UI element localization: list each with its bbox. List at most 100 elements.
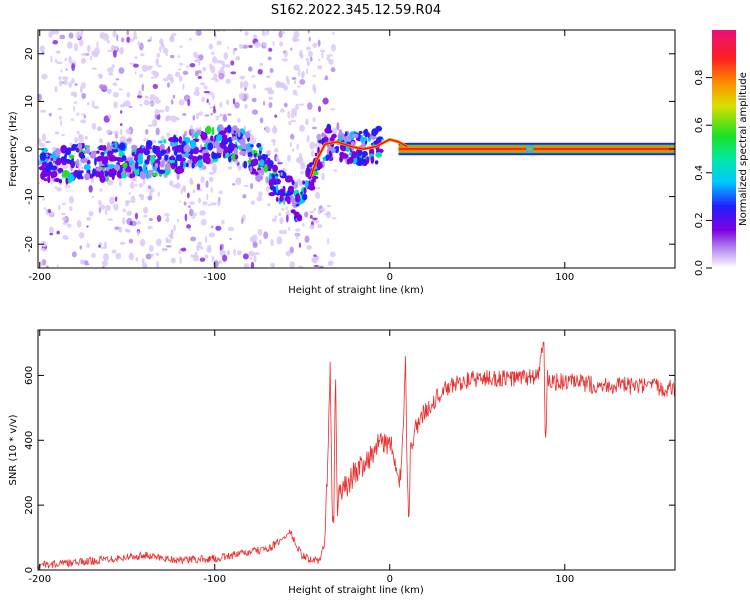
noise-speckle [198, 111, 203, 116]
spectral-blob [304, 179, 309, 189]
noise-speckle [293, 80, 297, 85]
spectral-blob [230, 143, 237, 149]
spectral-blob [179, 157, 186, 162]
noise-speckle [147, 185, 152, 190]
noise-speckle [285, 212, 290, 216]
noise-speckle [317, 224, 321, 228]
spectral-blob [374, 160, 379, 165]
noise-speckle [141, 258, 145, 265]
noise-speckle [81, 92, 87, 99]
noise-speckle [71, 63, 76, 71]
noise-speckle [312, 217, 318, 221]
noise-speckle [119, 103, 126, 108]
noise-speckle [164, 213, 170, 217]
noise-speckle [249, 236, 254, 243]
noise-speckle [164, 105, 170, 113]
spectral-blob [41, 147, 49, 153]
noise-speckle [211, 255, 215, 262]
noise-speckle [58, 76, 62, 81]
noise-speckle [274, 215, 278, 219]
noise-speckle [222, 114, 228, 122]
noise-speckle [80, 53, 87, 56]
noise-speckle [61, 212, 66, 216]
spectral-blob [215, 134, 223, 142]
spectral-blob [274, 175, 278, 180]
spectral-blob [375, 151, 383, 158]
spectral-blob [336, 121, 340, 131]
noise-speckle [296, 85, 301, 88]
spectral-blob [263, 163, 268, 173]
noise-speckle [278, 229, 285, 235]
noise-speckle [138, 73, 144, 78]
spectral-blob [301, 193, 308, 201]
noise-speckle [149, 102, 156, 106]
noise-speckle [119, 46, 124, 55]
noise-speckle [238, 164, 242, 172]
noise-speckle [64, 184, 71, 189]
noise-speckle [285, 75, 289, 82]
noise-speckle [191, 216, 196, 219]
noise-speckle [155, 238, 162, 247]
noise-speckle [113, 101, 118, 109]
spectral-blob [57, 167, 64, 173]
noise-speckle [170, 257, 176, 264]
spectral-blob [248, 156, 252, 160]
noise-speckle [143, 138, 149, 142]
noise-speckle [151, 70, 157, 75]
noise-speckle [88, 211, 94, 217]
noise-speckle [193, 254, 199, 262]
noise-speckle [91, 195, 95, 199]
noise-speckle [186, 65, 190, 68]
noise-speckle [157, 191, 160, 198]
spectral-blob [77, 142, 82, 151]
spectral-blob [81, 142, 85, 149]
spectral-blob [232, 125, 238, 131]
noise-speckle [259, 117, 264, 124]
noise-speckle [293, 64, 300, 71]
noise-speckle [165, 239, 172, 244]
noise-speckle [309, 214, 313, 219]
spectral-blob [284, 195, 291, 202]
noise-speckle [244, 103, 248, 110]
noise-speckle [270, 262, 276, 268]
noise-speckle [267, 56, 272, 61]
noise-speckle [248, 250, 255, 257]
noise-speckle [193, 51, 198, 58]
noise-speckle [122, 208, 127, 213]
y-tick-label: 600 [24, 366, 35, 385]
x-tick-label: 100 [555, 272, 574, 283]
spectral-blob [210, 135, 214, 142]
noise-speckle [330, 108, 336, 111]
noise-speckle [134, 184, 138, 187]
noise-speckle [279, 217, 284, 225]
noise-speckle [101, 260, 108, 267]
noise-speckle [267, 87, 273, 95]
spectral-blob [61, 160, 67, 166]
noise-speckle [308, 37, 311, 42]
noise-speckle [187, 99, 191, 107]
noise-speckle [173, 224, 176, 232]
spectral-blob [54, 178, 61, 183]
noise-speckle [248, 44, 253, 49]
noise-speckle [293, 38, 300, 42]
spectral-blob [375, 125, 383, 132]
spectral-blob [260, 168, 265, 176]
spectral-blob [226, 124, 232, 134]
x-tick-label: -100 [203, 574, 226, 585]
noise-speckle [192, 114, 196, 121]
noise-speckle [43, 207, 46, 211]
noise-speckle [225, 63, 231, 68]
noise-speckle [78, 232, 85, 239]
noise-speckle [107, 161, 114, 164]
noise-speckle [57, 107, 63, 111]
noise-speckle [177, 55, 180, 59]
noise-speckle [179, 62, 184, 66]
noise-speckle [170, 99, 174, 105]
noise-speckle [157, 64, 162, 68]
spectral-blob [108, 168, 114, 178]
noise-speckle [210, 187, 214, 193]
noise-speckle [322, 97, 329, 105]
noise-speckle [305, 58, 310, 62]
noise-speckle [220, 66, 225, 73]
